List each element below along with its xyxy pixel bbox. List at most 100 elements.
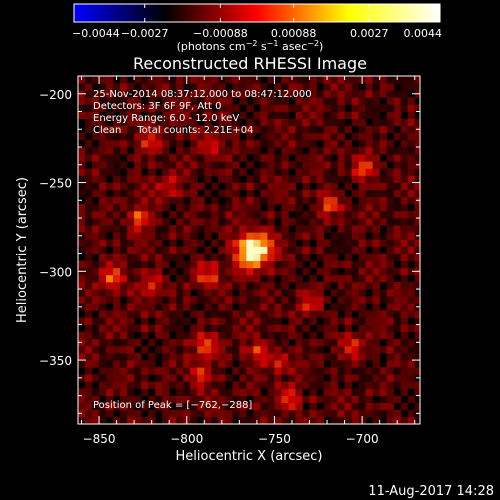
heatmap-cell — [239, 210, 247, 219]
heatmap-cell — [162, 274, 170, 283]
heatmap-cell — [323, 118, 331, 127]
heatmap-cell — [330, 175, 338, 183]
heatmap-cell — [162, 317, 170, 325]
heatmap-cell — [141, 310, 149, 318]
heatmap-cell — [414, 175, 420, 183]
heatmap-cell — [183, 132, 191, 141]
heatmap-cell — [330, 118, 338, 127]
heatmap-cell — [113, 83, 121, 91]
heatmap-cell — [372, 189, 381, 198]
heatmap-cell — [274, 104, 282, 112]
heatmap-cell — [372, 132, 381, 141]
heatmap-cell — [211, 154, 219, 162]
heatmap-cell — [253, 289, 261, 297]
heatmap-cell — [253, 118, 261, 127]
annotation-detectors: Detectors: 3F 6F 9F, Att 0 — [93, 101, 221, 112]
heatmap-cell — [316, 360, 324, 368]
heatmap-cell — [267, 118, 275, 127]
heatmap-cell — [148, 267, 156, 276]
heatmap-cell — [379, 132, 388, 141]
heatmap-cell — [204, 296, 212, 304]
heatmap-cell — [358, 168, 367, 176]
heatmap-cell — [309, 281, 317, 290]
heatmap-cell — [379, 139, 388, 148]
heatmap-cell — [246, 274, 254, 283]
heatmap-cell — [127, 111, 135, 120]
heatmap-cell — [120, 345, 128, 354]
heatmap-cell — [113, 381, 121, 389]
heatmap-cell — [239, 381, 247, 389]
heatmap-cell — [372, 210, 381, 219]
heatmap-cell — [85, 239, 93, 247]
heatmap-cell — [176, 274, 184, 283]
heatmap-cell — [190, 267, 198, 276]
heatmap-cell — [204, 161, 212, 169]
heatmap-cell — [274, 97, 282, 105]
heatmap-cell — [400, 303, 409, 311]
heatmap-cell — [379, 374, 388, 382]
heatmap-cell — [351, 274, 360, 283]
heatmap-cell — [260, 260, 268, 269]
heatmap-cell — [204, 175, 212, 183]
heatmap-cell — [162, 196, 170, 205]
heatmap-cell — [155, 239, 163, 247]
heatmap-cell — [176, 388, 184, 396]
heatmap-cell — [295, 331, 303, 340]
heatmap-cell — [106, 381, 114, 389]
heatmap-cell — [127, 83, 135, 91]
heatmap-cell — [78, 111, 86, 120]
heatmap-cell — [337, 281, 345, 290]
plot-frame — [77, 75, 421, 425]
heatmap-cell — [253, 331, 261, 340]
heatmap-cell — [78, 225, 86, 233]
heatmap-cell — [176, 203, 184, 212]
heatmap-cell — [162, 310, 170, 318]
heatmap-cell — [351, 331, 360, 340]
heatmap-cell — [211, 274, 219, 283]
heatmap-cell — [148, 168, 156, 176]
heatmap-cell — [365, 409, 374, 418]
heatmap-cell — [309, 203, 317, 212]
heatmap-cell — [141, 367, 149, 375]
heatmap-cell — [134, 416, 142, 424]
heatmap-cell — [344, 139, 352, 148]
heatmap-cell — [309, 310, 317, 318]
heatmap-cell — [323, 274, 331, 283]
heatmap-cell — [176, 147, 184, 155]
heatmap-cell — [232, 225, 240, 233]
colorbar-tick-label: −0.0044 — [72, 27, 120, 40]
heatmap-cell — [400, 253, 409, 262]
heatmap-cell — [288, 360, 296, 368]
heatmap-cell — [232, 189, 240, 198]
heatmap-cell — [162, 132, 170, 141]
heatmap-cell — [288, 90, 296, 98]
heatmap-cell — [148, 104, 156, 112]
heatmap-cell — [99, 218, 107, 226]
heatmap-cell — [344, 281, 352, 290]
heatmap-cell — [127, 260, 135, 269]
heatmap-cell — [330, 274, 338, 283]
heatmap-cell — [309, 381, 317, 389]
heatmap-cell — [337, 296, 345, 304]
heatmap-cell — [281, 367, 289, 375]
heatmap-cell — [92, 97, 100, 105]
heatmap-cell — [106, 111, 114, 120]
heatmap-cell — [127, 175, 135, 183]
heatmap-cell — [239, 374, 247, 382]
heatmap-cell — [218, 253, 226, 262]
heatmap-cell — [323, 132, 331, 141]
heatmap-cell — [92, 210, 100, 219]
heatmap-cell — [155, 388, 163, 396]
heatmap-cell — [218, 168, 226, 176]
heatmap-cell — [351, 338, 360, 347]
heatmap-cell — [190, 232, 198, 240]
heatmap-cell — [148, 218, 156, 226]
heatmap-cell — [148, 139, 156, 148]
heatmap-cell — [134, 203, 142, 212]
heatmap-cell — [344, 381, 352, 389]
heatmap-cell — [302, 168, 310, 176]
heatmap-cell — [141, 246, 149, 254]
heatmap-cell — [113, 139, 121, 148]
heatmap-cell — [400, 374, 409, 382]
heatmap-cell — [295, 203, 303, 212]
